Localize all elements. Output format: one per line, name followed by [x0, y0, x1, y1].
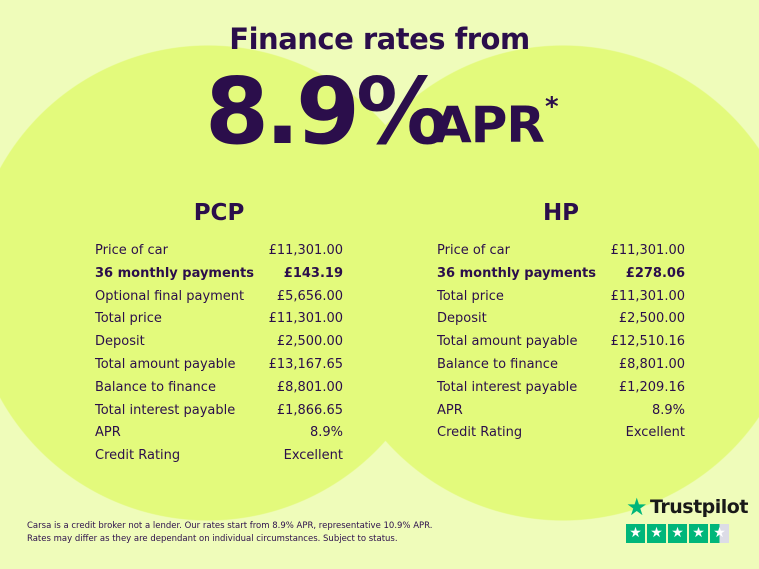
row-value: Excellent: [283, 448, 343, 464]
table-row: Credit Rating Excellent: [437, 422, 685, 445]
row-label: Total amount payable: [95, 356, 236, 372]
row-value: 8.9%: [651, 402, 685, 418]
row-label: Balance to finance: [95, 379, 216, 395]
row-label: 36 monthly payments: [437, 265, 596, 281]
row-label: Total price: [437, 288, 504, 304]
table-row: Total price £11,301.00: [95, 308, 343, 331]
star-icon: ★: [626, 493, 648, 521]
table-row: Total amount payable £12,510.16: [437, 331, 685, 354]
disclaimer: Carsa is a credit broker not a lender. O…: [27, 520, 432, 546]
pcp-panel: PCP Price of car £11,301.00 36 monthly pay…: [95, 200, 343, 468]
trustpilot-badge: ★ Trustpilot ★ ★ ★ ★ ★: [626, 493, 748, 543]
row-value: £11,301.00: [610, 243, 685, 258]
table-row: Optional final payment £5,656.00: [95, 286, 343, 309]
hp-heading: HP: [542, 200, 580, 226]
row-value: £278.06: [625, 265, 685, 281]
row-label: Balance to finance: [437, 356, 558, 372]
row-value: £8,801.00: [618, 356, 685, 372]
table-row: 36 monthly payments £278.06: [437, 263, 685, 286]
row-label: APR: [95, 425, 121, 441]
row-label: Total interest payable: [95, 402, 236, 418]
trustpilot-name: Trustpilot: [650, 496, 748, 518]
row-value: £5,656.00: [276, 288, 343, 304]
star-icon: ★: [647, 524, 666, 543]
hp-panel: HP Price of car £11,301.00 36 monthly paym…: [437, 200, 685, 445]
row-value: £11,301.00: [268, 311, 343, 327]
headline: Finance rates from: [229, 22, 530, 56]
row-value: £1,866.65: [276, 402, 343, 418]
asterisk: *: [545, 92, 559, 122]
table-row: APR 8.9%: [95, 422, 343, 445]
row-label: APR: [437, 402, 463, 418]
row-label: Total price: [95, 311, 162, 327]
row-label: Total interest payable: [437, 379, 578, 395]
row-value: £13,167.65: [268, 356, 343, 372]
row-label: Price of car: [437, 243, 510, 258]
row-value: £11,301.00: [610, 288, 685, 304]
table-row: Total interest payable £1,209.16: [437, 377, 685, 400]
star-icon: ★: [668, 524, 687, 543]
row-value: £2,500.00: [276, 334, 343, 350]
table-row: Total interest payable £1,866.65: [95, 400, 343, 423]
half-star-icon: ★: [710, 524, 729, 543]
table-row: Price of car £11,301.00: [95, 240, 343, 263]
row-value: £143.19: [283, 265, 343, 281]
pcp-heading: PCP: [193, 200, 245, 226]
star-icon: ★: [689, 524, 708, 543]
row-value: Excellent: [625, 425, 685, 441]
star-icon: ★: [626, 524, 645, 543]
row-label: 36 monthly payments: [95, 265, 254, 281]
table-row: Total amount payable £13,167.65: [95, 354, 343, 377]
table-row: 36 monthly payments £143.19: [95, 263, 343, 286]
table-row: Price of car £11,301.00: [437, 240, 685, 263]
row-value: 8.9%: [309, 425, 343, 441]
apr-label: APR: [433, 96, 545, 154]
row-value: £1,209.16: [618, 379, 685, 395]
row-label: Total amount payable: [437, 334, 578, 350]
row-label: Credit Rating: [95, 448, 181, 464]
table-row: Deposit £2,500.00: [437, 308, 685, 331]
row-value: £11,301.00: [268, 243, 343, 258]
table-row: Deposit £2,500.00: [95, 331, 343, 354]
rating-stars: ★ ★ ★ ★ ★: [626, 524, 748, 543]
row-label: Optional final payment: [95, 288, 245, 304]
rate-value: 8.9%: [205, 58, 448, 165]
table-row: Total price £11,301.00: [437, 286, 685, 309]
table-row: APR 8.9%: [437, 400, 685, 423]
disclaimer-line: Carsa is a credit broker not a lender. O…: [27, 521, 433, 531]
table-row: Balance to finance £8,801.00: [95, 377, 343, 400]
row-label: Price of car: [95, 243, 168, 258]
table-row: Credit Rating Excellent: [95, 445, 343, 468]
disclaimer-line: Rates may differ as they are dependant o…: [27, 534, 398, 544]
row-label: Deposit: [437, 311, 487, 327]
row-label: Credit Rating: [437, 425, 523, 441]
row-label: Deposit: [95, 334, 145, 350]
row-value: £12,510.16: [610, 334, 685, 350]
row-value: £2,500.00: [618, 311, 685, 327]
row-value: £8,801.00: [276, 379, 343, 395]
table-row: Balance to finance £8,801.00: [437, 354, 685, 377]
